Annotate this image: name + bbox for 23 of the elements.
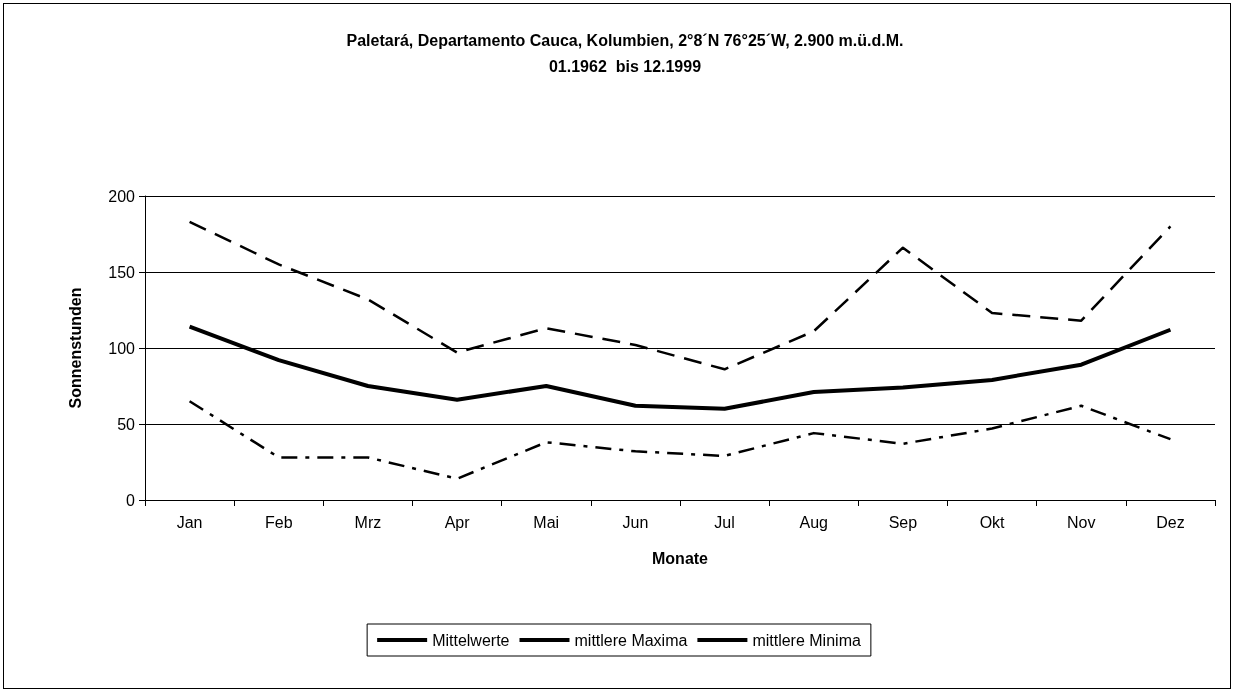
- x-tick-label: Okt: [979, 513, 1006, 531]
- x-tick-label: Jun: [622, 513, 649, 531]
- x-tick-label: Jul: [714, 513, 735, 531]
- x-tick-label: Dez: [1156, 513, 1185, 531]
- x-tick-label: Aug: [799, 513, 828, 531]
- x-tick-label: Jan: [176, 513, 203, 531]
- x-tick-label: Mai: [533, 513, 560, 531]
- legend-label: mittlere Minima: [752, 631, 861, 649]
- y-tick-label: 0: [126, 491, 136, 509]
- x-axis-title: Monate: [652, 549, 709, 567]
- legend-label: mittlere Maxima: [574, 631, 688, 649]
- x-tick-label: Feb: [264, 513, 293, 531]
- y-tick-label: 50: [117, 415, 136, 433]
- x-tick-label: Mrz: [354, 513, 382, 531]
- x-tick-label: Nov: [1067, 513, 1096, 531]
- x-tick-label: Sep: [888, 513, 918, 531]
- y-tick-label: 200: [108, 187, 136, 205]
- chart-title: Paletará, Departamento Cauca, Kolumbien, 2°8´N 76°25´W, 2.900 m.ü.d.M. 01.1962 bis 12.1999: [346, 31, 904, 75]
- y-tick-label: 150: [108, 263, 136, 281]
- legend-label: Mittelwerte: [432, 631, 510, 649]
- x-tick-label: Apr: [444, 513, 471, 531]
- y-axis-title: Sonnenstunden: [66, 287, 84, 409]
- y-tick-label: 100: [108, 339, 136, 357]
